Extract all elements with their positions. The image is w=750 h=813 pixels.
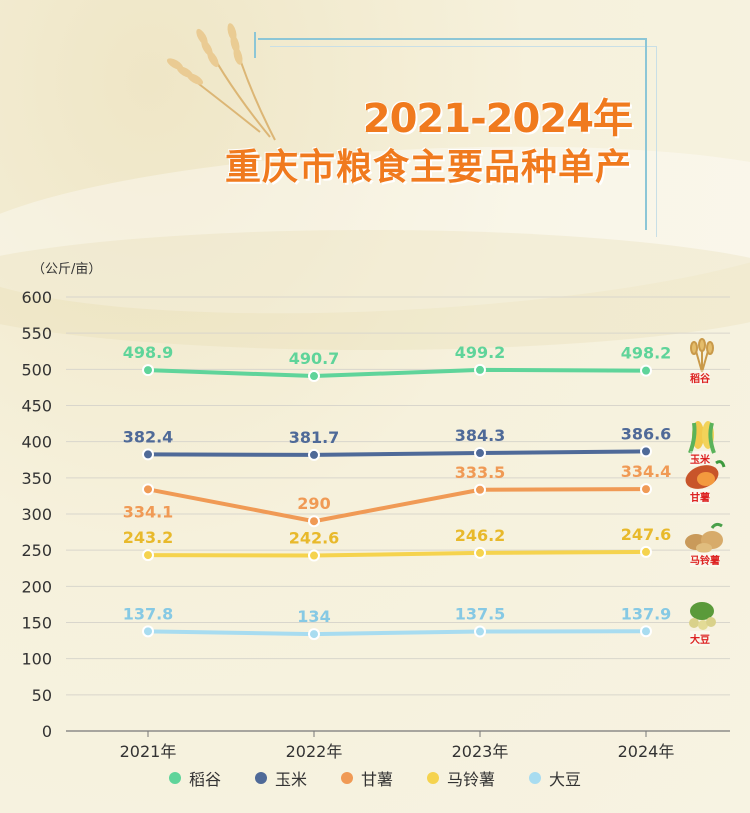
chart-title-line1: 2021-2024年: [362, 96, 633, 142]
data-point: [308, 549, 320, 562]
data-point: [308, 628, 320, 641]
legend-swatch: [529, 772, 542, 784]
potato-icon: [682, 520, 726, 564]
series-line-4: [147, 629, 647, 637]
x-tick-label: 2022年: [286, 742, 343, 761]
legend-item: 甘薯: [340, 766, 393, 790]
legend-item: 稻谷: [168, 766, 221, 790]
corn-icon: [682, 419, 726, 463]
data-label: 334.1: [123, 502, 174, 521]
data-point: [640, 364, 652, 377]
data-point: [142, 448, 154, 461]
data-label: 137.5: [455, 605, 506, 624]
y-tick-label: 450: [21, 397, 52, 416]
y-tick-label: 250: [21, 541, 52, 560]
data-point: [142, 625, 154, 638]
rice-icon: [682, 338, 726, 382]
data-point: [142, 483, 154, 496]
data-point: [474, 546, 486, 559]
y-tick-label: 500: [21, 360, 52, 379]
crop-label: 马铃薯: [690, 551, 720, 567]
y-tick-label: 100: [21, 650, 52, 669]
data-label: 333.5: [455, 463, 506, 482]
background-wave: [0, 230, 750, 350]
y-tick-label: 0: [42, 722, 52, 741]
legend-item: 玉米: [254, 766, 307, 790]
data-point: [308, 515, 320, 528]
data-label: 134: [297, 607, 330, 626]
legend-item: 大豆: [529, 766, 581, 790]
data-label: 334.4: [621, 462, 672, 481]
chart-title-line2: 重庆市粮食主要品种单产: [224, 147, 632, 188]
series-line-3: [147, 549, 647, 558]
y-axis-unit: （公斤/亩）: [32, 262, 102, 277]
data-label: 498.9: [123, 343, 174, 362]
legend-swatch: [168, 772, 181, 784]
legend-label: 稻谷: [188, 770, 221, 789]
data-point: [308, 448, 320, 461]
legend-label: 大豆: [549, 770, 582, 789]
x-tick-label: 2024年: [618, 742, 675, 761]
title-frame-mark: [254, 32, 256, 58]
series-line-0: [147, 367, 647, 379]
data-point: [474, 363, 486, 376]
data-point: [142, 364, 154, 377]
data-label: 386.6: [621, 424, 672, 443]
data-label: 498.2: [621, 344, 672, 363]
y-tick-label: 400: [21, 433, 52, 452]
y-tick-label: 600: [21, 288, 52, 307]
title-frame: [258, 38, 647, 230]
legend-label: 玉米: [274, 770, 307, 789]
data-point: [474, 447, 486, 460]
legend-swatch: [427, 772, 439, 784]
data-point: [640, 625, 652, 638]
data-point: [640, 483, 652, 496]
data-label: 242.6: [289, 529, 340, 548]
data-point: [640, 445, 652, 458]
soybean-icon: [682, 599, 726, 643]
chart-legend: 稻谷 玉米 甘薯 马铃薯 大豆: [0, 766, 750, 790]
legend-swatch: [340, 772, 353, 784]
data-label: 381.7: [289, 428, 340, 447]
y-tick-label: 200: [21, 577, 52, 596]
data-label: 243.2: [123, 528, 174, 547]
data-point: [142, 549, 154, 562]
data-label: 246.2: [455, 526, 506, 545]
crop-label: 甘薯: [690, 489, 710, 505]
y-tick-label: 150: [21, 614, 52, 633]
sweet-potato-icon: [682, 457, 726, 501]
data-point: [308, 370, 320, 383]
data-label: 490.7: [289, 349, 340, 368]
x-tick-label: 2021年: [120, 742, 177, 761]
data-point: [474, 625, 486, 638]
data-label: 384.3: [455, 426, 506, 445]
y-tick-label: 350: [21, 469, 52, 488]
wheat-icon: [166, 23, 276, 141]
data-label: 247.6: [621, 525, 672, 544]
series-line-2: [147, 487, 647, 524]
series-line-1: [147, 449, 647, 457]
crop-label: 大豆: [690, 631, 710, 647]
data-label: 137.8: [123, 604, 174, 623]
crop-label: 稻谷: [690, 370, 710, 386]
data-label: 499.2: [455, 343, 506, 362]
legend-label: 马铃薯: [447, 770, 496, 789]
legend-label: 甘薯: [360, 770, 393, 789]
legend-item: 马铃薯: [427, 766, 495, 790]
x-tick-label: 2023年: [452, 742, 509, 761]
data-point: [640, 545, 652, 558]
data-point: [474, 483, 486, 496]
data-label: 382.4: [123, 427, 174, 446]
data-label: 137.9: [621, 604, 672, 623]
crop-label: 玉米: [690, 451, 710, 467]
y-tick-label: 50: [32, 686, 52, 705]
data-label: 290: [297, 494, 330, 513]
y-tick-label: 550: [21, 324, 52, 343]
y-tick-label: 300: [21, 505, 52, 524]
legend-swatch: [254, 772, 267, 784]
title-frame-shadow: [270, 46, 657, 237]
